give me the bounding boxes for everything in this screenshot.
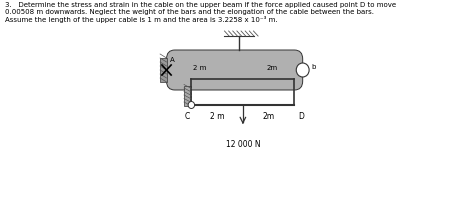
Text: 2 m: 2 m [210,112,225,121]
Text: C: C [184,112,189,121]
FancyBboxPatch shape [166,50,303,90]
Circle shape [188,102,195,108]
Text: 3.   Determine the stress and strain in the cable on the upper beam if the force: 3. Determine the stress and strain in th… [5,2,396,8]
Bar [184,86,191,106]
Text: 2 m: 2 m [194,65,207,71]
Text: A: A [170,57,175,63]
Text: 0.00508 m downwards. Neglect the weight of the bars and the elongation of the ca: 0.00508 m downwards. Neglect the weight … [5,9,374,15]
Text: Assume the length of the upper cable is 1 m and the area is 3.2258 x 10⁻³ m.: Assume the length of the upper cable is … [5,16,277,23]
Text: 2m: 2m [266,65,277,71]
Text: 2m: 2m [262,112,275,121]
Text: 12 000 N: 12 000 N [225,140,260,149]
Text: D: D [298,112,304,121]
Bar [160,58,166,82]
Text: b: b [311,64,316,70]
Circle shape [296,63,309,77]
